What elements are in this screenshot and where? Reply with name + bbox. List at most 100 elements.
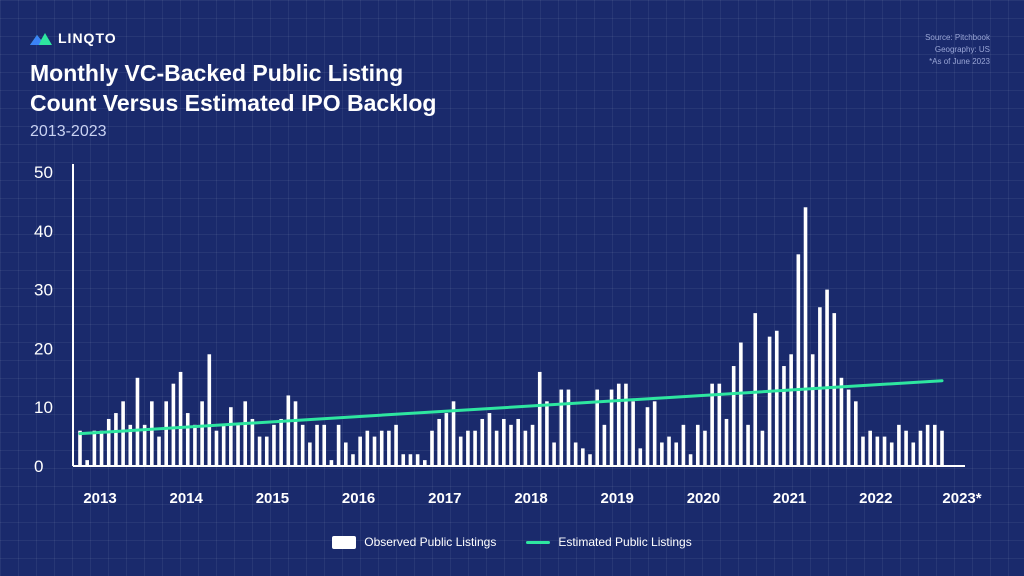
- bar: [200, 401, 204, 466]
- bar: [85, 460, 89, 466]
- bar: [128, 424, 133, 466]
- bar: [516, 418, 520, 466]
- bar: [559, 389, 564, 466]
- bar: [437, 418, 441, 466]
- bar: [286, 395, 291, 466]
- bar: [394, 424, 398, 466]
- bar: [444, 413, 449, 466]
- bar: [523, 430, 528, 466]
- x-tick-label: 2017: [428, 490, 461, 507]
- y-tick-label: 30: [34, 281, 53, 300]
- bar: [695, 424, 700, 466]
- bar: [681, 424, 686, 466]
- source-note: Source: Pitchbook Geography: US *As of J…: [925, 32, 990, 68]
- y-tick-label: 20: [34, 339, 53, 358]
- bar: [573, 442, 578, 466]
- y-tick-label: 10: [34, 398, 53, 417]
- trend-line: [78, 379, 944, 436]
- bar: [415, 454, 420, 466]
- bar: [552, 442, 556, 466]
- bar: [904, 430, 908, 466]
- bar: [343, 442, 348, 466]
- bar: [861, 436, 865, 466]
- bar: [451, 401, 456, 466]
- bar: [731, 366, 736, 466]
- bar: [509, 424, 513, 466]
- bar: [868, 430, 872, 466]
- bar: [135, 377, 140, 466]
- legend-swatch-line: [526, 540, 551, 544]
- bar: [545, 401, 549, 466]
- bar: [674, 442, 679, 466]
- x-tick-label: 2014: [170, 490, 204, 507]
- legend-item-estimated: Estimated Public Listings: [526, 535, 692, 549]
- bar: [624, 383, 628, 466]
- bar: [724, 418, 729, 466]
- bar: [796, 254, 801, 466]
- bar: [480, 418, 485, 466]
- bar: [602, 424, 607, 466]
- bar: [739, 342, 743, 466]
- bar: [358, 436, 362, 466]
- bar: [645, 407, 650, 466]
- bar: [839, 377, 844, 466]
- bar: [185, 413, 190, 466]
- bar: [272, 424, 276, 466]
- page-title: Monthly VC-Backed Public Listing Count V…: [30, 58, 590, 118]
- bar: [351, 454, 355, 466]
- bar: [329, 460, 334, 466]
- bar: [336, 424, 341, 466]
- x-tick-label: 2022: [859, 490, 892, 507]
- bar: [846, 389, 851, 466]
- bar: [473, 430, 477, 466]
- bar: [566, 389, 571, 466]
- bar: [537, 371, 542, 466]
- bar: [387, 430, 391, 466]
- bar: [207, 354, 212, 466]
- bar: [308, 442, 312, 466]
- bar: [918, 430, 923, 466]
- bar: [631, 401, 635, 466]
- bar: [250, 418, 255, 466]
- bar: [588, 454, 592, 466]
- bar: [236, 424, 240, 466]
- bar: [502, 418, 506, 466]
- bar: [832, 313, 837, 466]
- bar: [293, 401, 298, 466]
- bar: [157, 436, 161, 466]
- x-tick-label: 2018: [514, 490, 547, 507]
- bar: [315, 424, 319, 466]
- bar: [171, 383, 176, 466]
- bar: [164, 401, 168, 466]
- bar: [782, 366, 786, 466]
- bar: [595, 389, 599, 466]
- bar: [825, 289, 829, 466]
- bar: [774, 330, 779, 466]
- bar: [150, 401, 154, 466]
- bar: [430, 430, 434, 466]
- bar: [940, 430, 944, 466]
- mountain-logo-icon: [30, 33, 52, 45]
- source-line: Source: Pitchbook: [925, 33, 990, 42]
- bar: [372, 436, 377, 466]
- legend-swatch-bar: [332, 535, 357, 549]
- bar: [379, 430, 384, 466]
- bar: [889, 442, 894, 466]
- brand-name: LINQTO: [58, 30, 117, 46]
- y-tick-label: 40: [34, 222, 53, 241]
- bar: [911, 442, 916, 466]
- bar: [229, 407, 233, 466]
- y-tick-label: 0: [34, 457, 43, 476]
- x-tick-label: 2013: [83, 490, 116, 507]
- bar: [703, 430, 707, 466]
- brand-logo: LINQTO: [30, 30, 117, 46]
- bar: [803, 207, 808, 466]
- bar: [264, 436, 269, 466]
- bar: [638, 448, 643, 466]
- bar: [581, 448, 585, 466]
- bar: [660, 442, 664, 466]
- bar: [818, 307, 822, 466]
- x-tick-label: 2015: [256, 490, 289, 507]
- bar: [746, 424, 750, 466]
